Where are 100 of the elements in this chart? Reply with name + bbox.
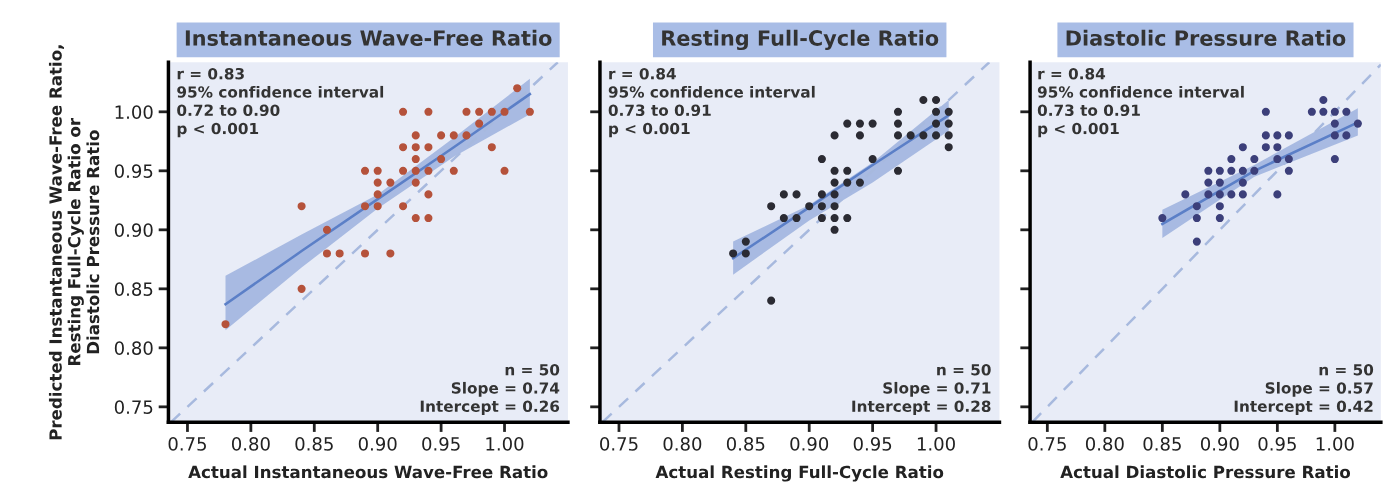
point [1284,154,1293,164]
point [1215,166,1224,175]
point [817,154,826,164]
point [437,131,446,140]
y-tick-label: 0.95 [114,164,153,178]
point [1273,131,1282,140]
point [729,249,738,258]
point [424,143,433,152]
point [767,202,776,211]
x-tick-label: 0.95 [853,437,892,451]
point [1273,190,1282,199]
x-tick-label: 0.90 [358,437,397,451]
point [1342,131,1351,140]
point [411,131,420,140]
point [1250,154,1259,164]
point [868,119,877,128]
point [1273,143,1282,152]
x-tick-label: 0.80 [1085,437,1124,451]
point [386,178,395,187]
point [475,107,484,116]
point [462,107,471,116]
chart-title: Resting Full-Cycle Ratio [662,29,939,51]
chart-title: Instantaneous Wave-Free Ratio [185,29,552,46]
point [830,225,839,234]
point [297,202,306,211]
x-tick-label: 0.90 [1200,437,1239,451]
point [931,95,941,105]
point [500,107,509,116]
point [944,143,953,152]
point [1204,190,1213,199]
point [411,143,420,152]
point [1261,107,1270,116]
point [1238,178,1247,187]
annotation: n = 50 Slope = 0.57 Intercept = 0.42 [1234,363,1374,415]
point [1215,178,1224,187]
x-tick-label: 0.85 [1143,437,1181,451]
point [855,131,864,140]
point [1307,107,1316,116]
point [1192,237,1201,246]
point [399,143,408,152]
point [1227,190,1236,199]
point [931,131,941,140]
x-tick-label: 0.95 [1258,437,1296,451]
point [449,166,458,175]
point [335,249,344,258]
point [1261,131,1270,140]
annotation: n = 50 Slope = 0.74 Intercept = 0.26 [420,363,560,415]
point [1319,107,1328,116]
point [830,131,839,140]
annotation: r = 0.84 95% confidence interval 0.73 to 0.91 p < 0.001 [1037,67,1244,138]
point [1273,154,1282,164]
point [437,154,446,164]
point [817,202,826,211]
point [399,202,408,211]
x-tick-label: 0.90 [790,437,829,451]
point [449,131,458,140]
point [411,154,420,164]
point [1284,166,1293,175]
point [944,131,953,140]
point [1215,190,1224,199]
point [893,119,903,128]
x-axis-title: Actual Instantaneous Wave-Free Ratio [188,465,548,479]
point [1192,202,1201,211]
point [843,166,852,175]
point [741,237,750,246]
point [1330,131,1339,140]
point [1330,154,1339,164]
point [1261,143,1270,152]
point [830,190,839,199]
point [1192,213,1201,223]
point [487,107,496,116]
point [855,119,864,128]
point [424,107,433,116]
point [513,84,522,93]
point [411,178,420,187]
y-tick-label: 0.85 [114,282,153,296]
point [1330,107,1339,116]
point [792,190,801,199]
x-tick-label: 1.00 [1316,437,1354,451]
point [373,190,382,199]
point [779,213,788,223]
point [1238,190,1247,199]
point [487,143,496,152]
point [360,202,370,211]
point [855,178,864,187]
point [919,131,928,140]
point [373,178,382,187]
point [830,202,839,211]
point [386,249,395,258]
point [424,166,433,175]
point [1227,166,1236,175]
point [1319,95,1328,105]
point [475,119,484,128]
point [1238,166,1247,175]
point [830,178,839,187]
point [792,213,801,223]
point [779,190,788,199]
x-tick-label: 0.75 [168,437,206,451]
point [767,296,776,305]
point [1158,213,1167,223]
